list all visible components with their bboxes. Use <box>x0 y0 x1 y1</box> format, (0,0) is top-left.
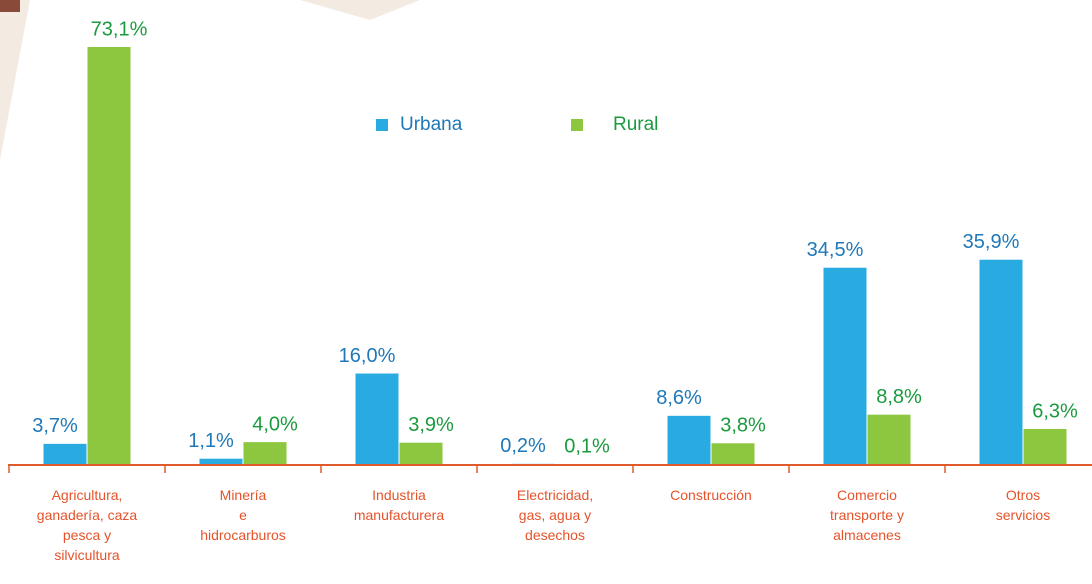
bar <box>823 267 867 465</box>
legend-label: Rural <box>613 114 658 135</box>
value-label: 0,2% <box>500 435 546 457</box>
bar <box>43 443 87 465</box>
decor <box>0 0 20 12</box>
bar <box>355 373 399 465</box>
value-label: 73,1% <box>91 18 148 40</box>
value-label: 0,1% <box>564 436 610 458</box>
bar <box>243 442 287 465</box>
x-tick-label: Agricultura, ganadería, caza pesca y silvic… <box>37 487 138 563</box>
bar <box>1023 428 1067 465</box>
value-label: 1,1% <box>188 430 234 452</box>
value-label: 8,6% <box>656 387 702 409</box>
value-label: 6,3% <box>1032 400 1078 422</box>
value-label: 3,8% <box>720 415 766 437</box>
decor <box>300 0 420 20</box>
bar <box>399 442 443 465</box>
x-tick-label: Otros servicios <box>996 487 1050 523</box>
legend-swatch <box>376 119 388 131</box>
bar <box>711 443 755 465</box>
legend-swatch <box>571 119 583 131</box>
bar <box>867 414 911 465</box>
value-label: 34,5% <box>807 239 864 261</box>
bar <box>199 458 243 465</box>
value-label: 16,0% <box>339 345 396 367</box>
value-label: 3,7% <box>32 415 78 437</box>
x-tick-label: Industria manufacturera <box>354 487 444 523</box>
bar <box>87 47 131 465</box>
x-tick-label: Minería e hidrocarburos <box>200 487 286 543</box>
legend: Urbana Rural <box>376 114 658 135</box>
decor <box>0 0 30 160</box>
x-tick-label: Construcción <box>670 487 752 503</box>
x-tick-label: Comercio transporte y almacenes <box>830 487 904 543</box>
bar <box>979 259 1023 465</box>
value-label: 35,9% <box>963 231 1020 253</box>
value-label: 4,0% <box>252 413 298 435</box>
bar <box>667 415 711 465</box>
value-label: 3,9% <box>408 414 454 436</box>
x-tick-label: Electricidad, gas, agua y desechos <box>517 487 593 543</box>
legend-label: Urbana <box>400 114 463 135</box>
value-label: 8,8% <box>876 386 922 408</box>
